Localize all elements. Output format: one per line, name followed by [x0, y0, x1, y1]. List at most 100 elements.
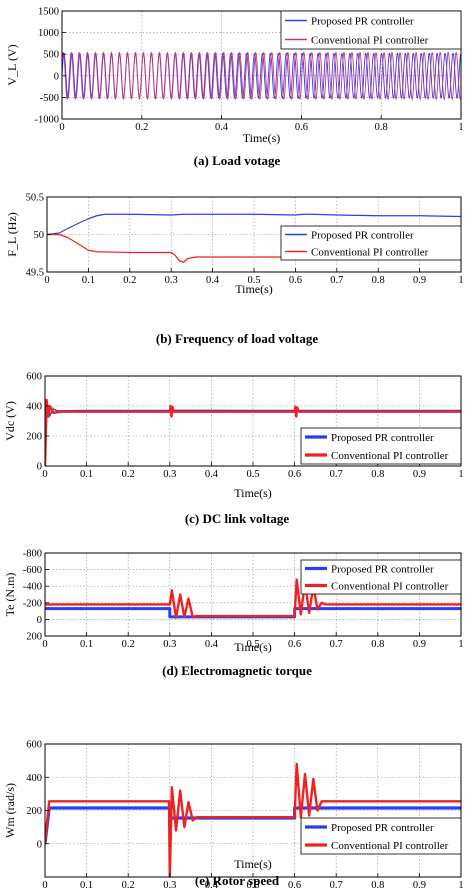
axes-frame	[61, 10, 462, 120]
y-tick-label: -600	[23, 565, 42, 576]
y-tick-label: 0	[37, 462, 42, 473]
x-tick-label: 0.4	[206, 275, 220, 286]
y-tick-label: -200	[23, 598, 42, 609]
x-tick-label: 0.9	[413, 469, 426, 480]
x-tick-label: 0.6	[288, 469, 301, 480]
x-tick-label: 0	[44, 275, 49, 286]
x-tick-label: 0.8	[375, 122, 388, 133]
legend-entry: Proposed PR controller	[331, 822, 434, 834]
x-axis-label: Time(s)	[243, 131, 281, 145]
figure-caption: (d) Electromagnetic torque	[162, 663, 312, 678]
chart-panel-0: 0 0.2 0.4 0.6 0.8 1 -1000 -500 0 500 1000 1500 Time(…	[5, 7, 464, 169]
x-tick-label: 0.8	[372, 275, 385, 286]
x-tick-label: 0.2	[123, 275, 136, 286]
x-tick-label: 0.6	[289, 275, 302, 286]
x-tick-label: 0.4	[215, 122, 229, 133]
y-tick-label: -400	[23, 582, 42, 593]
x-tick-label: 0.3	[163, 880, 176, 891]
legend-box	[300, 559, 462, 595]
x-tick-label: 0.5	[247, 275, 260, 286]
series-line-0	[47, 213, 461, 236]
x-tick-label: 0.9	[413, 275, 426, 286]
legend-entry: Conventional PI controller	[311, 35, 429, 47]
x-tick-label: 0	[42, 469, 47, 480]
legend-entry: Proposed PR controller	[331, 564, 434, 576]
y-tick-label: 200	[26, 632, 42, 643]
series-line-1	[62, 52, 461, 100]
x-tick-label: 0.5	[246, 639, 259, 650]
series-line-1	[45, 578, 461, 619]
x-axis-label: Time(s)	[234, 640, 272, 654]
x-tick-label: 0.1	[80, 469, 93, 480]
chart-panel-2: 0 0.1 0.2 0.3 0.4 0.5 0.6 0.7 0.8 0.9 1 0 200 400 600 T…	[3, 372, 464, 527]
y-tick-label: 0	[37, 615, 42, 626]
x-tick-label: 0.3	[163, 639, 176, 650]
y-axis-label: Wm (rad/s)	[3, 783, 17, 838]
y-tick-label: 1500	[38, 7, 59, 18]
x-tick-label: 0.1	[80, 880, 93, 891]
x-tick-label: 0.9	[413, 639, 426, 650]
x-tick-label: 0.7	[330, 275, 343, 286]
series-line-1	[45, 762, 461, 877]
x-tick-label: 0.5	[246, 880, 259, 891]
y-tick-label: 0	[54, 71, 59, 82]
x-tick-label: 0.8	[371, 880, 384, 891]
legend-entry: Proposed PR controller	[331, 432, 434, 444]
x-tick-label: 0	[59, 122, 64, 133]
y-tick-label: 49.5	[26, 268, 44, 279]
series-line-1	[45, 398, 461, 466]
y-tick-label: -1000	[35, 115, 60, 126]
x-tick-label: 1	[458, 880, 463, 891]
x-axis-label: Time(s)	[234, 486, 272, 500]
x-tick-label: 0.2	[122, 639, 135, 650]
x-tick-label: 0.4	[205, 469, 219, 480]
y-tick-label: 400	[26, 402, 42, 413]
legend-entry: Conventional PI controller	[331, 581, 449, 593]
figure-caption: (e) Rotor speed	[195, 873, 280, 888]
x-tick-label: 1	[458, 275, 463, 286]
chart-panel-3: 0 0.1 0.2 0.3 0.4 0.5 0.6 0.7 0.8 0.9 1 -800 -600 -40…	[3, 549, 464, 679]
chart-panel-4: 0 0.1 0.2 0.3 0.4 0.5 0.6 0.7 0.8 0.9 1 0 200 400 600 T…	[3, 740, 464, 892]
x-tick-label: 0.5	[246, 469, 259, 480]
y-axis-label: Te (N.m)	[3, 573, 17, 617]
x-tick-label: 1	[458, 639, 463, 650]
y-tick-label: -800	[23, 549, 42, 560]
y-tick-label: 0	[37, 839, 42, 850]
x-tick-label: 0.1	[82, 275, 95, 286]
x-tick-label: 0.6	[288, 639, 301, 650]
x-tick-label: 1	[458, 122, 463, 133]
figure-caption: (a) Load votage	[194, 153, 281, 168]
x-axis-label: Time(s)	[235, 282, 273, 296]
legend-box	[280, 10, 462, 50]
x-tick-label: 0.2	[122, 469, 135, 480]
y-axis-label: V_L (V)	[5, 44, 19, 85]
y-tick-label: 200	[26, 806, 42, 817]
x-tick-label: 0.6	[295, 122, 308, 133]
chart-panel-1: 0 0.1 0.2 0.3 0.4 0.5 0.6 0.7 0.8 0.9 1 49.5 50 50.5 T…	[5, 193, 464, 347]
x-tick-label: 0.4	[205, 639, 219, 650]
x-tick-label: 0.7	[330, 639, 343, 650]
y-tick-label: 600	[26, 740, 42, 751]
x-tick-label: 0.7	[330, 469, 343, 480]
x-tick-label: 0.7	[330, 880, 343, 891]
x-tick-label: 0.9	[413, 880, 426, 891]
x-tick-label: 1	[458, 469, 463, 480]
x-tick-label: 0.2	[135, 122, 148, 133]
y-axis-label: F_L (Hz)	[5, 212, 19, 257]
x-tick-label: 0.6	[288, 880, 301, 891]
x-tick-label: 0.1	[80, 639, 93, 650]
x-axis-label: Time(s)	[234, 857, 272, 871]
legend-box	[280, 225, 462, 261]
x-tick-label: 0	[42, 639, 47, 650]
y-tick-label: 400	[26, 773, 42, 784]
y-tick-label: 600	[26, 372, 42, 383]
y-tick-label: 1000	[38, 28, 59, 39]
figure-caption: (c) DC link voltage	[185, 511, 290, 526]
x-tick-label: 0.4	[205, 880, 219, 891]
y-tick-label: -500	[40, 93, 59, 104]
x-tick-label: 0.2	[122, 880, 135, 891]
legend-entry: Proposed PR controller	[311, 16, 414, 28]
legend-entry: Conventional PI controller	[331, 450, 449, 462]
x-tick-label: 0	[42, 880, 47, 891]
